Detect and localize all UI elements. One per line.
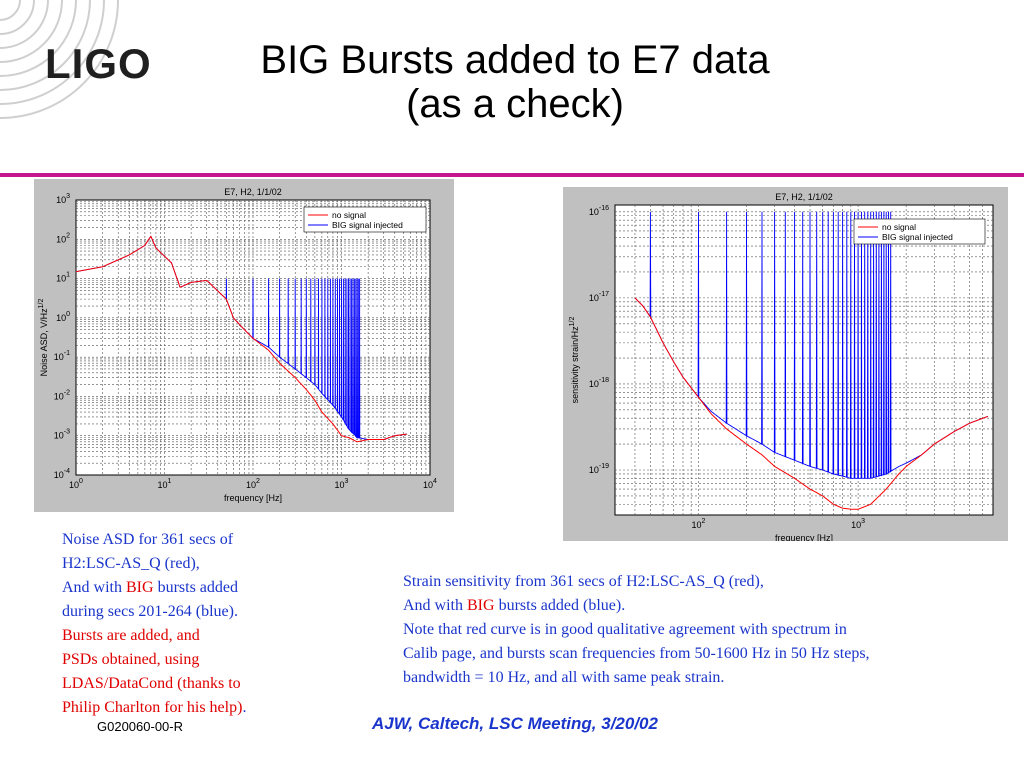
caption-line: And with BIG bursts added (blue). — [403, 594, 870, 618]
caption-line: And with BIG bursts added — [62, 576, 246, 600]
caption-fragment: And with — [62, 579, 126, 596]
y-tick-label: 10-16 — [589, 205, 609, 217]
y-tick-label: 102 — [56, 232, 70, 244]
strain-sensitivity-caption: Strain sensitivity from 361 secs of H2:L… — [403, 570, 870, 690]
y-tick-label: 100 — [56, 311, 70, 323]
y-axis-label: Noise ASD, V/Hz1/2 — [38, 299, 49, 377]
document-id: G020060-00-R — [97, 719, 183, 734]
y-tick-label: 10-4 — [54, 468, 70, 480]
title-divider — [0, 173, 1024, 177]
caption-highlight-big: BIG — [126, 579, 154, 596]
noise-asd-chart: 100 101 102 103 104 10-4 10-3 10-2 10-1 100 101 102… — [38, 187, 437, 503]
caption-line: Calib page, and bursts scan frequencies … — [403, 645, 870, 662]
y-tick-label: 10-3 — [54, 429, 70, 441]
x-tick-label: 102 — [692, 518, 706, 530]
legend-label: no signal — [332, 210, 366, 220]
noise-asd-figure-panel: 100 101 102 103 104 10-4 10-3 10-2 10-1 100 101 102… — [34, 179, 454, 512]
legend-label: BIG signal injected — [882, 232, 953, 242]
x-tick-label: 101 — [158, 478, 172, 490]
y-tick-label: 103 — [56, 193, 70, 205]
y-tick-label: 101 — [56, 272, 70, 284]
caption-fragment: bursts added (blue). — [494, 597, 626, 614]
legend-label: BIG signal injected — [332, 220, 403, 230]
noise-asd-caption: Noise ASD for 361 secs of H2:LSC-AS_Q (r… — [62, 528, 246, 720]
legend-label: no signal — [882, 222, 916, 232]
caption-line: during secs 201-264 (blue). — [62, 603, 238, 620]
x-axis-label: frequency [Hz] — [775, 533, 833, 541]
x-tick-label: 100 — [69, 478, 83, 490]
grid — [615, 205, 993, 515]
chart-title: E7, H2, 1/1/02 — [775, 192, 833, 202]
caption-line: Bursts are added, and — [62, 627, 200, 644]
caption-fragment: . — [242, 699, 247, 716]
strain-sensitivity-chart: 102 103 10-19 10-18 10-17 10-16 E7, H2, 1/1/02… — [569, 192, 994, 543]
strain-sensitivity-figure-panel: 102 103 10-19 10-18 10-17 10-16 E7, H2, 1/1/02… — [563, 187, 1008, 543]
series-line-no-signal — [634, 297, 989, 510]
legend-box — [303, 206, 427, 233]
y-tick-label: 10-1 — [54, 350, 70, 362]
slide-title: BIG Bursts added to E7 data (as a check) — [210, 38, 820, 126]
x-tick-label: 102 — [246, 478, 260, 490]
caption-line: Philip Charlton for his help). — [62, 696, 246, 720]
y-tick-label: 10-2 — [54, 389, 70, 401]
caption-line: H2:LSC-AS_Q (red), — [62, 555, 200, 572]
ligo-logo-text: LIGO — [45, 40, 152, 87]
plot-area — [614, 204, 994, 516]
chart-title: E7, H2, 1/1/02 — [224, 187, 282, 197]
slide-title-line2: (as a check) — [406, 82, 624, 126]
meeting-credit: AJW, Caltech, LSC Meeting, 3/20/02 — [372, 714, 658, 733]
caption-fragment: bursts added — [153, 579, 238, 596]
x-tick-label: 104 — [423, 478, 437, 490]
caption-line: Note that red curve is in good qualitati… — [403, 621, 847, 638]
x-tick-label: 103 — [335, 478, 349, 490]
x-tick-label: 103 — [851, 518, 865, 530]
y-tick-label: 10-19 — [589, 463, 609, 475]
y-tick-label: 10-17 — [589, 291, 609, 303]
caption-fragment: And with — [403, 597, 467, 614]
y-tick-label: 10-18 — [589, 377, 609, 389]
caption-line: bandwidth = 10 Hz, and all with same pea… — [403, 669, 725, 686]
caption-line: Noise ASD for 361 secs of — [62, 531, 234, 548]
caption-line: PSDs obtained, using — [62, 651, 200, 668]
caption-line: LDAS/DataCond (thanks to — [62, 675, 241, 692]
x-axis-label: frequency [Hz] — [224, 493, 282, 503]
caption-highlight-big: BIG — [467, 597, 495, 614]
slide-title-line1: BIG Bursts added to E7 data — [260, 38, 770, 82]
y-axis-label: sensitivity strain/Hz1/2 — [569, 317, 580, 404]
legend-box — [853, 218, 986, 245]
series-line-no-signal — [75, 235, 408, 443]
caption-line: Strain sensitivity from 361 secs of H2:L… — [403, 573, 764, 590]
caption-fragment: Philip Charlton for his help) — [62, 699, 243, 716]
